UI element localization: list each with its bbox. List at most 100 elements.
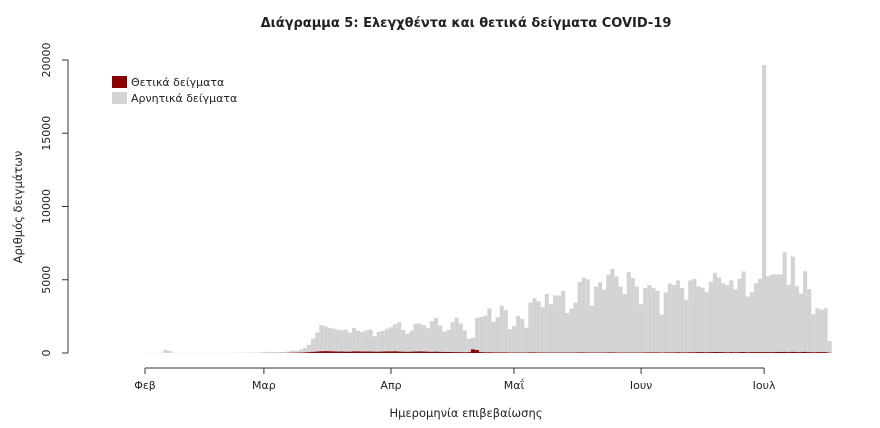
bar-positive <box>352 351 357 353</box>
x-tick-label: Μαΐ <box>504 378 525 392</box>
bar-positive <box>315 351 320 353</box>
bar-positive <box>487 352 492 353</box>
bar-negative <box>516 315 521 353</box>
bar-positive <box>745 352 750 353</box>
bar-positive <box>790 351 795 353</box>
bar-negative <box>762 64 767 353</box>
bar-negative <box>384 328 389 352</box>
bar-negative <box>380 331 385 352</box>
bar-positive <box>774 351 779 353</box>
bar-positive <box>401 351 406 353</box>
bar-positive <box>667 352 672 353</box>
bar-positive <box>721 352 726 353</box>
bar-negative <box>581 277 586 353</box>
bar-negative <box>647 285 652 353</box>
bar-negative <box>528 302 533 353</box>
bar-negative <box>532 298 537 353</box>
bar-positive <box>725 352 730 353</box>
bar-negative <box>823 308 828 353</box>
bar-positive <box>458 352 463 353</box>
bar-positive <box>671 352 676 353</box>
bar-negative <box>257 352 262 353</box>
bar-negative <box>429 321 435 352</box>
bar-positive <box>491 352 496 353</box>
bar-negative <box>593 286 599 353</box>
bar-negative <box>745 296 750 353</box>
bar-negative <box>626 271 631 353</box>
bar-negative <box>725 284 730 353</box>
bar-negative <box>347 332 353 352</box>
bar-negative <box>417 323 422 352</box>
bar-negative <box>630 277 635 353</box>
bar-negative <box>815 308 820 353</box>
bar-negative <box>708 281 713 353</box>
bar-negative <box>339 330 344 352</box>
bar-negative <box>671 285 676 353</box>
bar-positive <box>311 351 316 353</box>
bar-negative <box>163 350 168 353</box>
bar-positive <box>495 352 500 353</box>
y-tick-label: 20000 <box>40 43 53 78</box>
bar-negative <box>265 351 271 353</box>
bar-negative <box>438 325 443 352</box>
bar-negative <box>315 332 320 352</box>
bar-positive <box>708 352 713 353</box>
bar-negative <box>434 317 439 352</box>
bar-negative <box>569 308 574 353</box>
bar-negative <box>421 325 426 352</box>
bar-negative <box>167 350 172 353</box>
bar-positive <box>700 352 705 353</box>
bar-positive <box>753 352 758 353</box>
bar-positive <box>803 351 808 353</box>
bar-positive <box>663 352 668 353</box>
bar-positive <box>454 352 459 353</box>
bar-negative <box>507 329 512 353</box>
bar-positive <box>729 352 734 353</box>
bar-negative <box>798 293 804 353</box>
bar-positive <box>397 351 402 353</box>
bar-positive <box>388 351 394 353</box>
bar-negative <box>643 287 648 353</box>
bar-negative <box>602 289 607 353</box>
bar-negative <box>261 352 266 353</box>
bar-negative <box>741 271 746 352</box>
bar-positive <box>339 351 344 353</box>
bar-negative <box>343 329 348 352</box>
legend-label-positive: Θετικά δείγματα <box>131 76 224 89</box>
bar-negative <box>552 295 558 353</box>
bar-negative <box>819 309 824 353</box>
bar-positive <box>417 351 422 353</box>
bar-negative <box>483 315 488 353</box>
bar-positive <box>499 352 504 353</box>
bar-negative <box>794 286 799 353</box>
bar-positive <box>425 351 430 353</box>
bar-negative <box>323 326 328 352</box>
bar-positive <box>651 352 656 353</box>
y-tick-label: 0 <box>40 350 53 357</box>
bar-negative <box>688 280 693 353</box>
bar-positive <box>331 351 336 353</box>
legend-swatch-negative <box>112 92 127 104</box>
bar-positive <box>335 351 340 353</box>
bar-negative <box>298 349 303 353</box>
bar-positive <box>712 351 717 353</box>
x-tick-label: Μαρ <box>252 379 276 392</box>
bar-negative <box>466 338 471 353</box>
bar-negative <box>610 268 615 353</box>
bar-negative <box>499 305 504 353</box>
y-tick-label: 10000 <box>40 189 53 224</box>
bar-negative <box>274 352 279 353</box>
bar-negative <box>290 350 295 353</box>
bar-positive <box>610 352 615 353</box>
bar-positive <box>360 351 365 353</box>
bar-negative <box>770 274 775 353</box>
bar-negative <box>573 302 578 353</box>
bar-positive <box>434 351 439 353</box>
bar-negative <box>475 317 480 351</box>
bar-positive <box>532 352 537 353</box>
bar-positive <box>782 351 787 353</box>
bar-positive <box>503 352 508 353</box>
bar-positive <box>762 352 767 353</box>
bar-negative <box>352 327 357 352</box>
bar-negative <box>278 352 283 353</box>
